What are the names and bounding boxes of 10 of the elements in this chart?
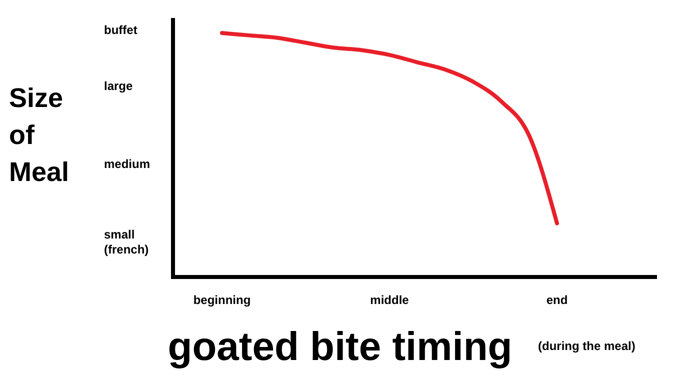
x-tick-label: end xyxy=(546,293,568,307)
text: buffet xyxy=(104,23,138,37)
y-axis-title: Size of Meal xyxy=(9,83,70,187)
text: large xyxy=(104,79,134,93)
text: (during the meal) xyxy=(538,339,636,353)
text: small (french) xyxy=(104,228,149,256)
x-axis-title: goated bite timing xyxy=(168,325,512,369)
x-tick-label: beginning xyxy=(193,293,251,307)
text: medium xyxy=(104,157,150,171)
x-tick-label: middle xyxy=(370,293,410,307)
